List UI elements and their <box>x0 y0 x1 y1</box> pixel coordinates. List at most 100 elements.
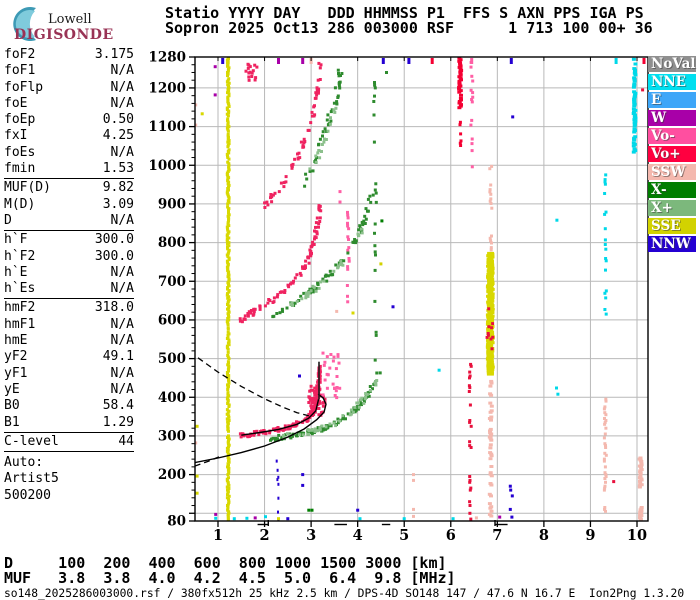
series-rfi-cyan-9.95 <box>631 57 638 154</box>
param-group-2: h`F 300.0 h`F2 300.0 h`E N/A h`Es N/A <box>4 230 134 298</box>
param-value: N/A <box>110 95 134 111</box>
x-tick-label: 4 <box>353 527 363 544</box>
param-row-yF1: yF1 N/A <box>4 366 134 382</box>
muf-hook-curve <box>195 393 327 464</box>
legend-item-Vo+: Vo+ <box>648 146 696 162</box>
y-tick-label: 800 <box>158 235 186 251</box>
series-rfi-yellow-1.22MHz <box>225 57 231 521</box>
param-value: N/A <box>110 212 134 228</box>
legend-item-E: E <box>648 92 696 108</box>
series-rfi-salmon-10.08-a <box>638 506 644 521</box>
legend-item-NNW: NNW <box>648 236 696 252</box>
param-row-fmin: fmin 1.53 <box>4 161 134 177</box>
param-row-C-level: C-level 44 <box>4 434 134 450</box>
axes: 1280120011001000900800700600500400300200… <box>148 50 647 545</box>
header-field-values: Sopron 2025 Oct13 286 003000 RSF 1 713 1… <box>165 19 653 37</box>
echo-color-legend: NoVal NNE E W Vo- Vo+ SSW X- X+ SSE NNW <box>648 56 696 254</box>
series-F2-X-hop1-light <box>281 379 379 439</box>
param-label: M(D) <box>4 196 36 212</box>
series-rfi-red-6.2-top <box>457 57 464 110</box>
param-label: yF2 <box>4 349 28 365</box>
param-value: N/A <box>110 316 134 332</box>
param-label: h`E <box>4 264 28 280</box>
param-value: 300.0 <box>94 232 134 248</box>
y-tick-label: 80 <box>167 514 186 530</box>
param-group-1: MUF(D) 9.82 M(D) 3.09 D N/A <box>4 178 134 230</box>
autoscaling-info: Auto: Artist5 500200 <box>4 452 134 504</box>
y-tick-label: 700 <box>158 274 186 290</box>
series-rfi-yellow-6.85-red-bits <box>485 307 495 351</box>
series-F2-X-hop2-light <box>289 227 364 307</box>
series-F2-X-hop2-asymptote <box>373 182 378 362</box>
param-row-h`E: h`E N/A <box>4 265 134 281</box>
series-rfi-red-6.2-mid <box>458 120 463 147</box>
param-row-MUF(D): MUF(D) 9.82 <box>4 180 134 196</box>
legend-item-NoVal: NoVal <box>648 56 696 72</box>
crescent-icon <box>13 7 36 41</box>
param-label: fxI <box>4 128 28 144</box>
param-row-foF2: foF2 3.175 <box>4 47 134 63</box>
param-value: 58.4 <box>102 398 134 414</box>
series-F2-O-hop2-asymptote <box>345 210 351 304</box>
series-F2-O-trace-hop2 <box>238 204 323 324</box>
param-group-0: foF2 3.175 foF1 N/A foFlp N/A foE N/A foEp 0.50 fx… <box>4 46 134 178</box>
x-tick-label: 7 <box>492 527 502 544</box>
param-label: foF2 <box>4 47 36 62</box>
param-label: yF1 <box>4 365 28 381</box>
y-tick-label: 1280 <box>148 50 186 66</box>
param-row-yE: yE N/A <box>4 382 134 398</box>
legend-item-Vo-: Vo- <box>648 128 696 144</box>
param-value: 9.82 <box>102 180 134 196</box>
param-value: 49.1 <box>102 349 134 365</box>
param-row-foEs: foEs N/A <box>4 145 134 161</box>
transmission-curve-dashed-low <box>195 454 223 467</box>
param-value: N/A <box>110 365 134 381</box>
param-value: 1.53 <box>102 161 134 177</box>
param-label: hmE <box>4 333 28 349</box>
param-label: MUF(D) <box>4 180 51 196</box>
series-F2-X-trace-hop2 <box>271 193 375 319</box>
series-rfi-violet-7.3 <box>508 484 514 519</box>
series-rfi-salmon-10.08-b <box>637 456 644 489</box>
echo-series <box>225 57 644 521</box>
param-label: foEp <box>4 112 36 128</box>
param-label: h`Es <box>4 281 36 297</box>
param-value: N/A <box>110 63 134 79</box>
legend-item-X+: X+ <box>648 200 696 216</box>
legend-item-X-: X- <box>648 182 696 198</box>
param-row-hmF1: hmF1 N/A <box>4 317 134 333</box>
param-label: foE <box>4 95 28 111</box>
param-value: N/A <box>110 144 134 160</box>
y-tick-label: 200 <box>158 467 186 483</box>
top-edge-marks <box>221 58 646 64</box>
param-value: 300.0 <box>94 248 134 264</box>
y-tick-label: 900 <box>158 196 186 212</box>
param-row-h`F2: h`F2 300.0 <box>4 249 134 265</box>
param-label: yE <box>4 381 20 397</box>
series-F2-X-trace-hop3 <box>303 68 344 188</box>
transmission-curve-dashed <box>197 357 309 417</box>
scattered-echo-dots <box>195 65 645 521</box>
param-label: C-level <box>4 433 59 449</box>
gridlines <box>195 57 648 521</box>
param-value: 3.09 <box>102 196 134 212</box>
param-row-B1: B1 1.29 <box>4 415 134 431</box>
param-label: h`F2 <box>4 248 36 264</box>
legend-item-SSW: SSW <box>648 164 696 180</box>
param-value: N/A <box>110 381 134 397</box>
series-F2-O-hop1-upper <box>321 351 342 400</box>
series-rfi-salmon-9.32 <box>602 397 608 513</box>
series-rfi-yellow-6.85 <box>485 251 495 376</box>
param-row-B0: B0 58.4 <box>4 398 134 414</box>
auto-line: 500200 <box>4 487 51 503</box>
param-label: hmF2 <box>4 300 36 316</box>
param-label: D <box>4 212 12 228</box>
auto-line: Auto: <box>4 455 44 471</box>
y-tick-label: 1100 <box>148 119 186 135</box>
x-tick-label: 3 <box>306 527 316 544</box>
param-row-hmE: hmE N/A <box>4 333 134 349</box>
param-group-3: hmF2 318.0 hmF1 N/A hmE N/A yF2 49.1 yF1 N/A yE N/A… <box>4 298 134 431</box>
series-F2-X-hop3-asymptote <box>372 81 377 144</box>
